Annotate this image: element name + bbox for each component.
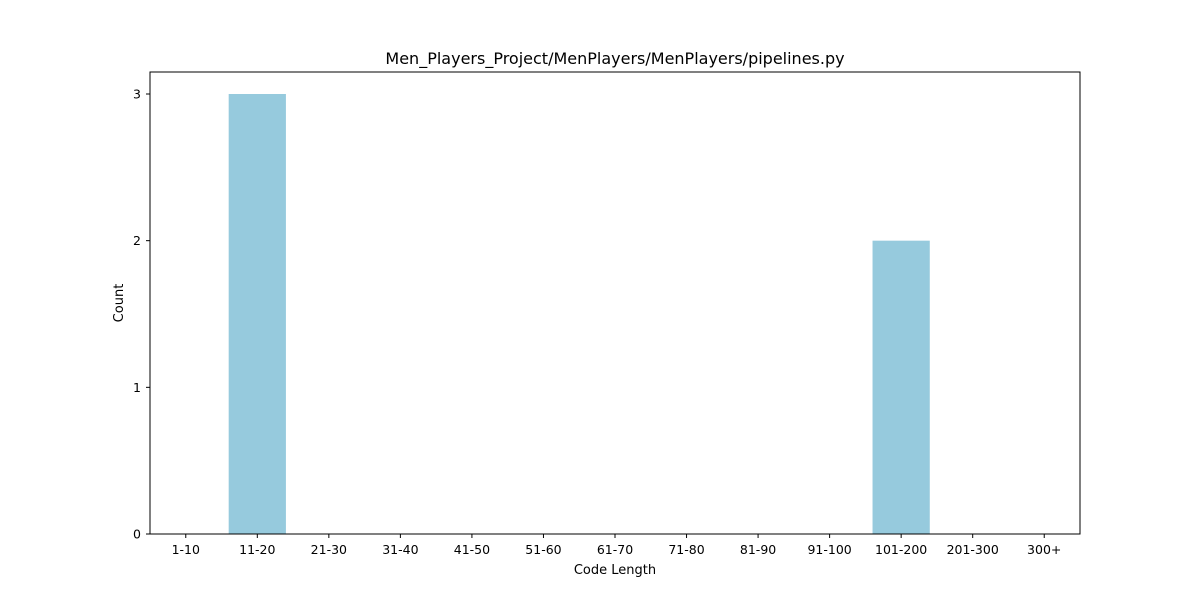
y-tick-label: 1 — [133, 380, 141, 395]
x-tick-label: 1-10 — [172, 542, 200, 557]
y-tick-label: 3 — [133, 87, 141, 102]
y-axis-ticks: 0 1 2 3 — [133, 87, 150, 542]
x-tick-label: 201-300 — [947, 542, 999, 557]
plot-area-frame — [149, 71, 1081, 535]
bar-101-200 — [872, 240, 930, 534]
x-tick-label: 11-20 — [239, 542, 275, 557]
x-tick-label: 91-100 — [807, 542, 851, 557]
x-tick-label: 31-40 — [382, 542, 418, 557]
x-tick-label: 51-60 — [525, 542, 561, 557]
x-tick-label: 21-30 — [311, 542, 347, 557]
x-axis-label: Code Length — [574, 563, 656, 578]
x-tick-label: 61-70 — [597, 542, 633, 557]
x-tick-label: 101-200 — [875, 542, 927, 557]
x-tick-label: 71-80 — [668, 542, 704, 557]
x-axis-ticks: 1-10 11-20 21-30 31-40 41-50 51-60 61-70 71-80 8… — [172, 534, 1061, 557]
x-tick-label: 300+ — [1027, 542, 1061, 557]
y-axis-label: Count — [112, 284, 127, 323]
x-tick-label: 81-90 — [740, 542, 776, 557]
bars-group — [228, 94, 930, 534]
chart-title: Men_Players_Project/MenPlayers/MenPlayer… — [385, 49, 844, 69]
x-tick-label: 41-50 — [454, 542, 490, 557]
y-tick-label: 0 — [133, 527, 141, 542]
bar-11-20 — [228, 94, 286, 534]
y-tick-label: 2 — [133, 233, 141, 248]
